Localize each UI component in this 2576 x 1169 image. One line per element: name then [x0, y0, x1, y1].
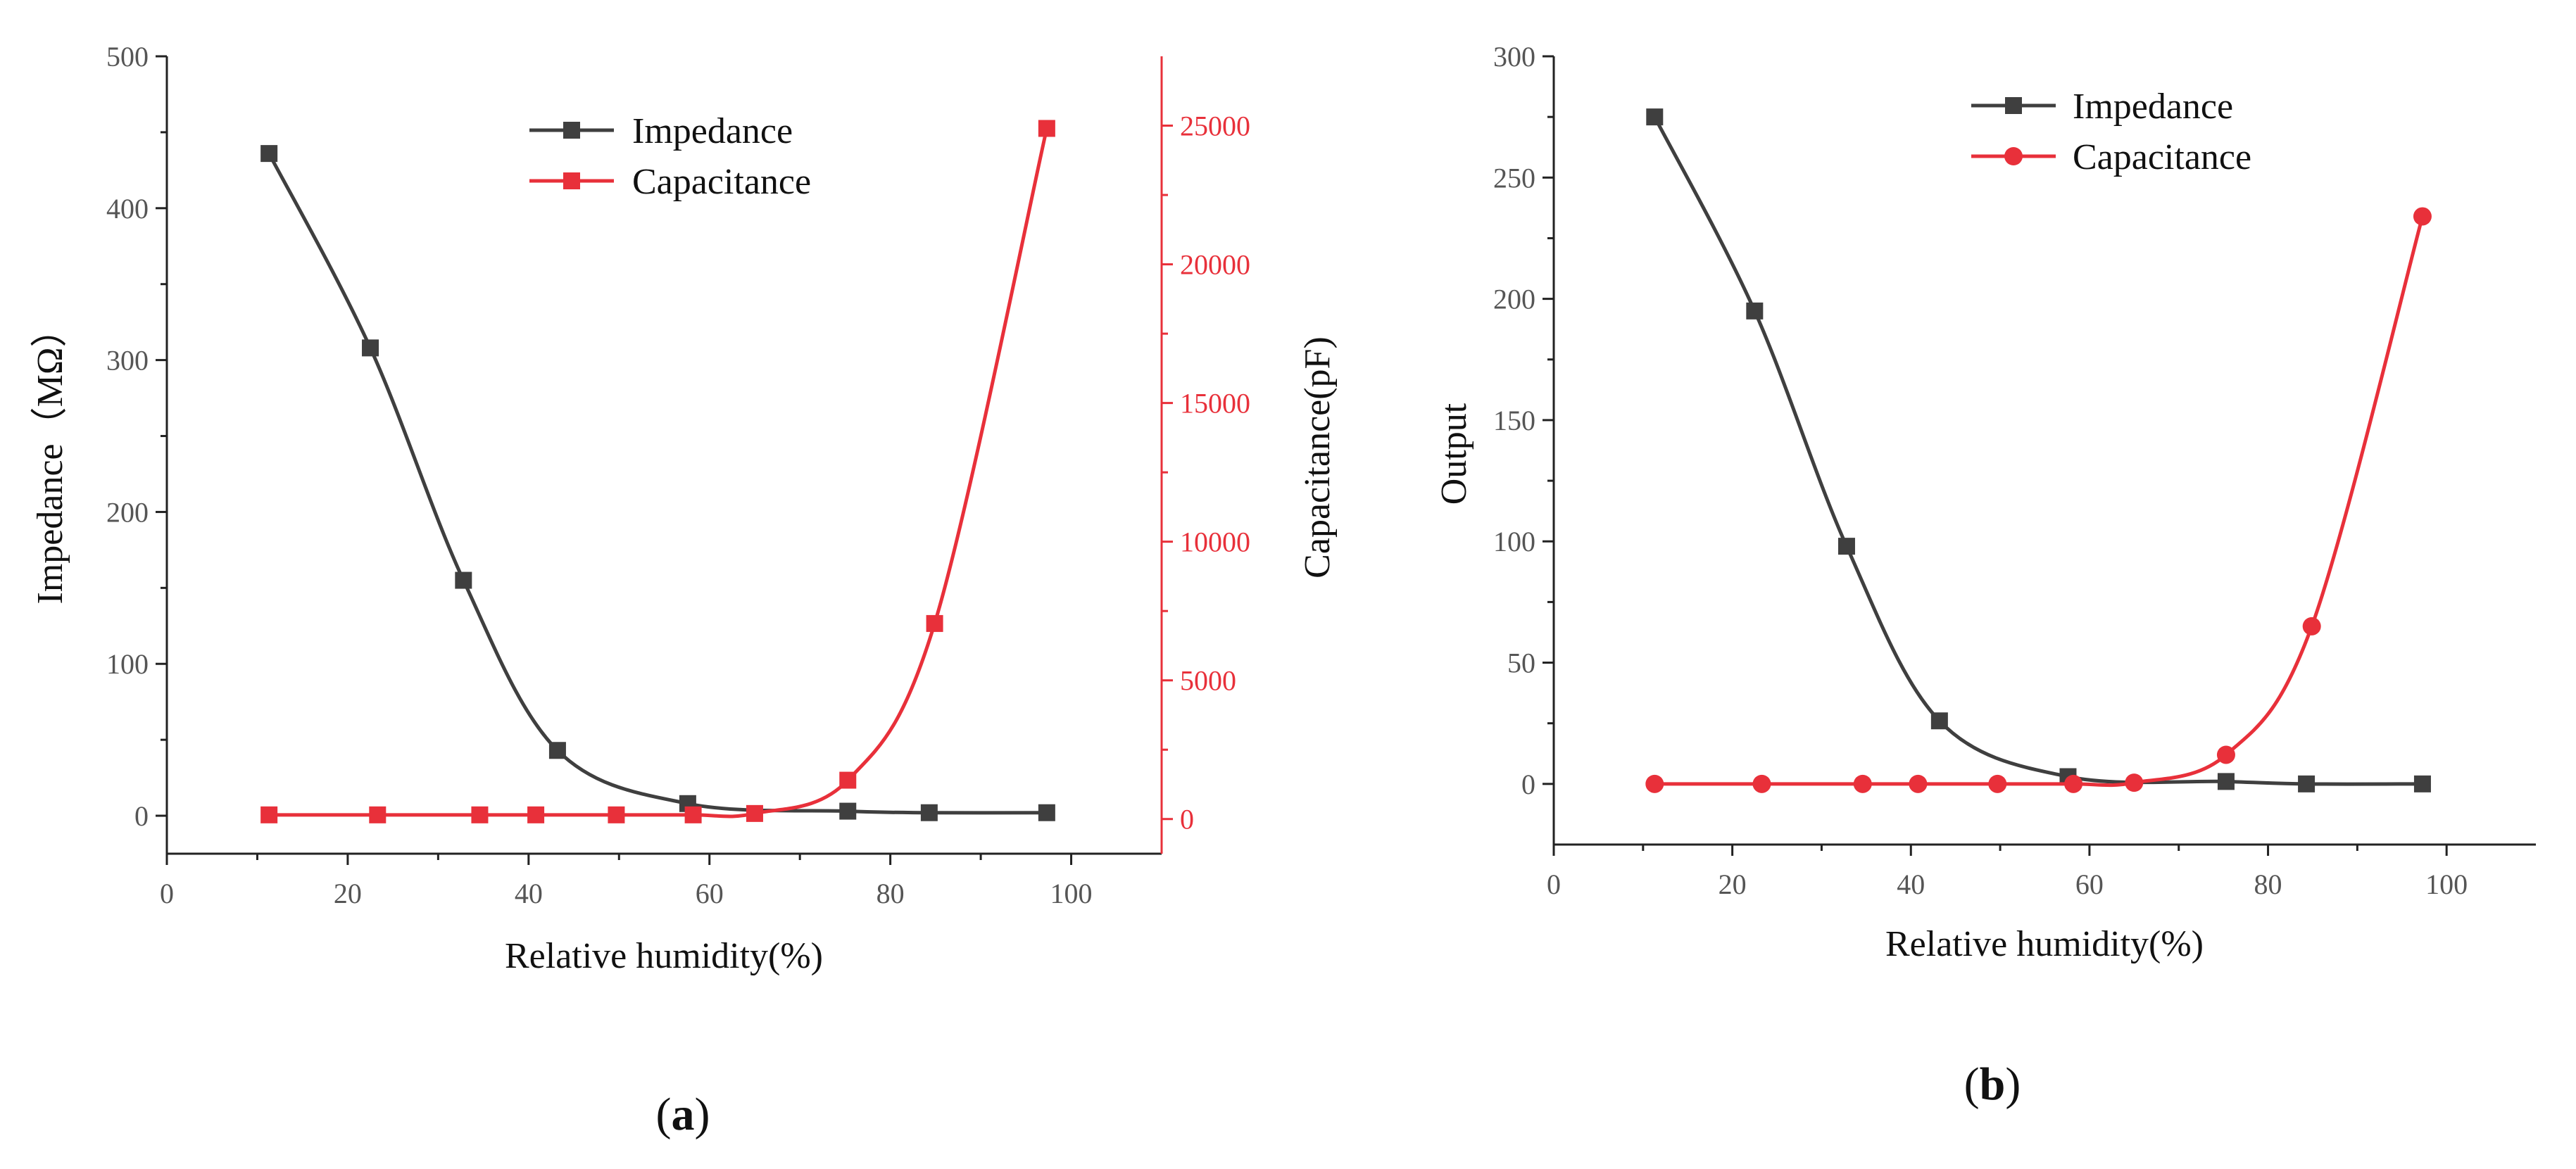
panel-a-impedance-point — [1038, 804, 1055, 821]
panel-b-impedance-point — [2217, 773, 2235, 790]
panel-b-x-tick-label: 0 — [1547, 868, 1561, 900]
panel-a-impedance-point — [839, 802, 857, 820]
legend-b-impedance-label: Impedance — [2073, 87, 2233, 127]
panel-a-impedance-point — [548, 742, 566, 759]
panel-b-impedance-point — [2413, 775, 2431, 792]
panel-a-y2-tick-label: 10000 — [1180, 526, 1250, 558]
legend-a-impedance-marker — [563, 122, 580, 139]
panel-a-capacitance-point — [527, 806, 545, 823]
panel-b-y-tick-label: 100 — [1493, 526, 1535, 557]
panel-a-impedance-point — [362, 339, 379, 357]
panel-a-y-tick-label: 0 — [134, 800, 149, 832]
panel-b-capacitance-point — [1988, 774, 2007, 793]
panel-b-capacitance-point — [1645, 774, 1664, 793]
panel-b-x-tick-label: 60 — [2075, 868, 2104, 900]
panel-a-y-tick-label: 300 — [106, 345, 149, 377]
panel-a-capacitance-series-line — [269, 127, 1049, 819]
panel-a-x-tick-label: 40 — [515, 878, 543, 909]
panel-b-impedance-point — [2298, 775, 2316, 792]
panel-a-left-y-axis-title: Impedance（MΩ） — [30, 311, 70, 605]
panel-a-x-axis-title: Relative humidity(%) — [505, 936, 823, 976]
panel-a-capacitance-point — [746, 804, 763, 822]
panel-a-x-tick-label: 20 — [334, 878, 362, 909]
panel-a-impedance-point — [260, 145, 278, 163]
panel-a-capacitance-point — [684, 806, 702, 823]
panel-a-x-tick-label: 80 — [877, 878, 905, 909]
panel-b-capacitance-series-line — [1654, 215, 2425, 788]
legend-b-capacitance-marker — [2004, 147, 2023, 165]
legend-a-impedance-label: Impedance — [632, 111, 793, 151]
panel-a-capacitance-point — [926, 614, 943, 632]
panel-b-x-tick-label: 20 — [1719, 868, 1747, 900]
panel-a-y-tick-label: 400 — [106, 193, 149, 225]
panel-b-x-axis-title: Relative humidity(%) — [1885, 924, 2204, 964]
panel-a-capacitance-point — [260, 806, 278, 823]
panel-a-y-tick-label: 100 — [106, 648, 149, 680]
panel-b-capacitance-point — [1752, 774, 1771, 793]
panel-a-impedance-point — [920, 804, 938, 821]
panel-a-y2-tick-label: 20000 — [1180, 249, 1250, 281]
legend-a-capacitance-marker — [563, 172, 580, 189]
panel-b-impedance-series-line — [1653, 116, 2423, 786]
panel-a-x-tick-label: 100 — [1050, 878, 1093, 909]
panel-a-right-y-axis-title: Capacitance(pF) — [1298, 336, 1338, 579]
panel-a-capacitance-point — [608, 806, 625, 823]
panel-a-capacitance-point — [369, 806, 387, 823]
panel-b-capacitance-point — [1909, 774, 1928, 793]
legend-b-impedance-marker — [2005, 97, 2022, 114]
panel-b-impedance-point — [1930, 712, 1948, 730]
panel-a-x-tick-label: 60 — [696, 878, 724, 909]
panel-b-y-axis-title: Output — [1434, 403, 1474, 505]
panel-a-capacitance-point — [1038, 120, 1055, 137]
panel-b-y-tick-label: 50 — [1507, 647, 1535, 679]
panel-a-y2-tick-label: 15000 — [1180, 388, 1250, 419]
panel-b-impedance-point — [1646, 108, 1664, 126]
panel-a-y2-tick-label: 25000 — [1180, 110, 1250, 142]
panel-a-capacitance-point — [839, 771, 857, 789]
legend-a-capacitance-label: Capacitance — [632, 162, 811, 202]
panel-b-capacitance-point — [2413, 207, 2432, 226]
panel-b-capacitance-point — [2064, 774, 2083, 793]
legend-b-capacitance-label: Capacitance — [2073, 137, 2251, 177]
panel-a-y-tick-label: 500 — [106, 41, 149, 72]
panel-b-chart: Relative humidity(%) Output Impedance Ca… — [1434, 56, 2536, 964]
panel-b-capacitance-point — [2302, 617, 2321, 636]
panel-a-chart: Relative humidity(%) Impedance（MΩ） Capac… — [30, 56, 1338, 976]
panel-b-x-tick-label: 80 — [2254, 868, 2282, 900]
panel-b-x-tick-label: 100 — [2425, 868, 2468, 900]
panel-b-caption: (b) — [1964, 1059, 2021, 1110]
panel-b-y-tick-label: 0 — [1521, 769, 1535, 800]
panel-a-y2-tick-label: 0 — [1180, 804, 1194, 835]
panel-b-impedance-point — [1837, 538, 1855, 555]
panel-a-caption: (a) — [656, 1089, 710, 1140]
panel-b-y-tick-label: 200 — [1493, 284, 1535, 315]
panel-a-capacitance-point — [471, 806, 489, 823]
panel-b-y-tick-label: 150 — [1493, 405, 1535, 436]
panel-b-capacitance-point — [1853, 774, 1872, 793]
panel-a-y-tick-label: 200 — [106, 496, 149, 528]
panel-b-capacitance-point — [2216, 745, 2235, 764]
panel-a-x-tick-label: 0 — [160, 878, 174, 909]
panel-a-impedance-series-line — [267, 152, 1047, 815]
panel-b-impedance-point — [1746, 302, 1764, 320]
panel-b-y-tick-label: 300 — [1493, 41, 1535, 72]
panel-b-x-tick-label: 40 — [1897, 868, 1925, 900]
panel-a-y2-tick-label: 5000 — [1180, 665, 1236, 697]
panel-a-impedance-point — [455, 571, 472, 589]
panel-b-capacitance-point — [2125, 773, 2144, 792]
panel-b-y-tick-label: 250 — [1493, 162, 1535, 194]
